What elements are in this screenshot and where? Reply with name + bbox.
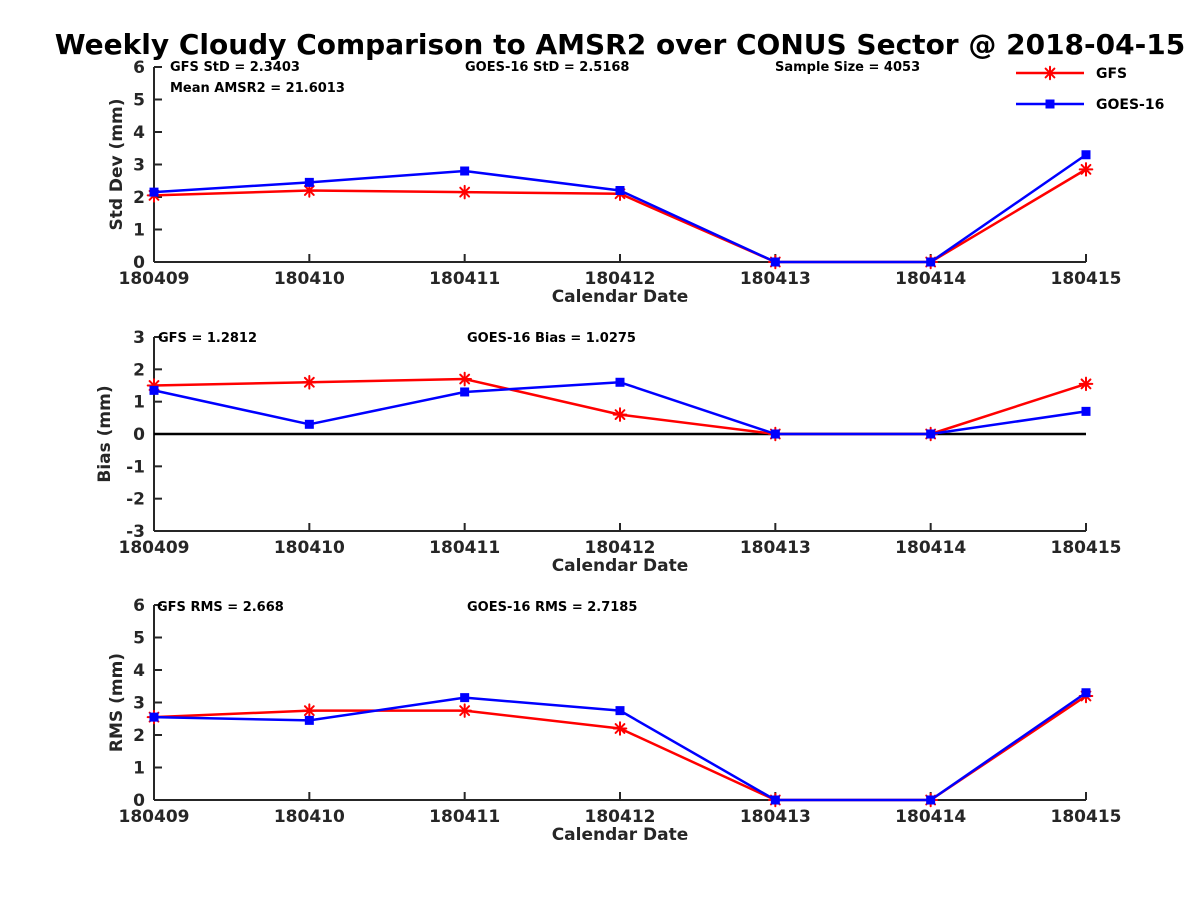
y-tick-label: 5 — [133, 91, 145, 111]
y-tick-label: -1 — [126, 457, 145, 477]
data-point-goes-16 — [770, 429, 780, 439]
x-tick-label: 180410 — [274, 269, 345, 289]
data-point-gfs — [459, 186, 471, 198]
legend-label: GFS — [1096, 66, 1127, 82]
y-tick-label: 1 — [133, 221, 145, 241]
x-tick-label: 180411 — [429, 538, 500, 558]
y-tick-label: 6 — [133, 596, 145, 616]
square-icon — [1045, 99, 1055, 109]
data-point-goes-16 — [1081, 406, 1091, 416]
y-tick-label: 3 — [133, 328, 145, 348]
annotation: Sample Size = 4053 — [775, 60, 920, 75]
x-tick-label: 180415 — [1051, 269, 1122, 289]
annotation: GFS RMS = 2.668 — [157, 600, 284, 615]
x-tick-label: 180414 — [895, 538, 966, 558]
x-tick-label: 180415 — [1051, 807, 1122, 827]
y-tick-label: 2 — [133, 188, 145, 208]
data-point-gfs — [1080, 378, 1092, 390]
y-axis-label: Std Dev (mm) — [107, 98, 127, 230]
x-tick-label: 180409 — [119, 807, 190, 827]
y-tick-label: -3 — [126, 522, 145, 542]
annotation: GOES-16 Bias = 1.0275 — [467, 331, 636, 346]
y-tick-label: -2 — [126, 490, 145, 510]
y-tick-label: 1 — [133, 759, 145, 779]
data-point-goes-16 — [460, 693, 470, 703]
x-axis-label: Calendar Date — [552, 287, 689, 307]
x-tick-label: 180413 — [740, 269, 811, 289]
y-tick-label: 2 — [133, 726, 145, 746]
y-tick-label: 6 — [133, 58, 145, 78]
data-point-goes-16 — [304, 177, 314, 187]
data-point-goes-16 — [304, 715, 314, 725]
data-point-goes-16 — [1081, 150, 1091, 160]
y-axis-label: Bias (mm) — [95, 385, 115, 482]
x-tick-label: 180411 — [429, 807, 500, 827]
x-tick-label: 180412 — [585, 269, 656, 289]
data-point-gfs — [1080, 163, 1092, 175]
y-tick-label: 1 — [133, 393, 145, 413]
series-line-goes-16 — [153, 153, 1087, 264]
annotation: GFS = 1.2812 — [158, 331, 257, 346]
data-point-goes-16 — [926, 257, 936, 267]
data-point-goes-16 — [460, 387, 470, 397]
data-point-goes-16 — [460, 166, 470, 176]
x-tick-label: 180410 — [274, 538, 345, 558]
data-point-gfs — [459, 373, 471, 385]
y-axis-label: RMS (mm) — [107, 653, 127, 752]
y-tick-label: 4 — [133, 123, 145, 143]
annotation: GFS StD = 2.3403 — [170, 60, 300, 75]
asterisk-icon — [1044, 67, 1056, 79]
data-point-goes-16 — [926, 795, 936, 805]
annotation: GOES-16 RMS = 2.7185 — [467, 600, 637, 615]
x-axis-label: Calendar Date — [552, 556, 689, 576]
annotation: GOES-16 StD = 2.5168 — [465, 60, 629, 75]
data-point-goes-16 — [615, 186, 625, 195]
x-tick-label: 180409 — [119, 269, 190, 289]
x-tick-label: 180409 — [119, 538, 190, 558]
data-point-goes-16 — [149, 187, 159, 197]
data-point-gfs — [303, 376, 315, 388]
x-tick-label: 180410 — [274, 807, 345, 827]
chart-title: Weekly Cloudy Comparison to AMSR2 over C… — [54, 28, 1186, 61]
x-axis-label: Calendar Date — [552, 825, 689, 845]
data-point-gfs — [303, 185, 315, 196]
x-tick-label: 180414 — [895, 269, 966, 289]
x-tick-label: 180412 — [585, 538, 656, 558]
data-point-gfs — [459, 705, 471, 717]
x-tick-label: 180413 — [740, 538, 811, 558]
data-point-goes-16 — [615, 706, 625, 716]
y-tick-label: 3 — [133, 156, 145, 176]
legend-label: GOES-16 — [1096, 97, 1164, 113]
series-line-gfs — [153, 377, 1087, 436]
data-point-goes-16 — [304, 419, 314, 429]
data-point-goes-16 — [770, 795, 780, 805]
x-tick-label: 180413 — [740, 807, 811, 827]
data-point-gfs — [614, 409, 626, 420]
y-tick-label: 0 — [133, 253, 145, 273]
x-tick-label: 180414 — [895, 807, 966, 827]
data-point-gfs — [303, 705, 315, 717]
data-point-goes-16 — [770, 257, 780, 267]
data-point-goes-16 — [926, 429, 936, 439]
x-tick-label: 180412 — [585, 807, 656, 827]
x-tick-label: 180415 — [1051, 538, 1122, 558]
y-tick-label: 3 — [133, 694, 145, 714]
y-tick-label: 0 — [133, 791, 145, 811]
data-point-goes-16 — [1081, 688, 1091, 698]
y-tick-label: 0 — [133, 425, 145, 445]
y-tick-label: 5 — [133, 629, 145, 649]
data-point-gfs — [614, 723, 626, 734]
data-point-goes-16 — [615, 377, 625, 387]
y-tick-label: 4 — [133, 661, 145, 681]
data-point-goes-16 — [149, 712, 159, 722]
data-point-goes-16 — [149, 385, 159, 395]
x-tick-label: 180411 — [429, 269, 500, 289]
y-tick-label: 2 — [133, 360, 145, 380]
annotation: Mean AMSR2 = 21.6013 — [170, 81, 345, 96]
